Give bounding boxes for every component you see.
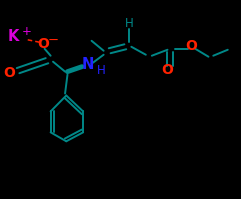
Text: +: +	[22, 25, 31, 38]
Text: N: N	[82, 57, 94, 72]
Text: K: K	[7, 29, 19, 44]
Text: O: O	[3, 66, 15, 80]
Text: H: H	[97, 64, 106, 77]
Text: −: −	[48, 34, 59, 47]
Text: O: O	[161, 63, 173, 77]
Text: H: H	[125, 17, 133, 30]
Text: O: O	[186, 39, 198, 53]
Text: O: O	[37, 37, 49, 51]
